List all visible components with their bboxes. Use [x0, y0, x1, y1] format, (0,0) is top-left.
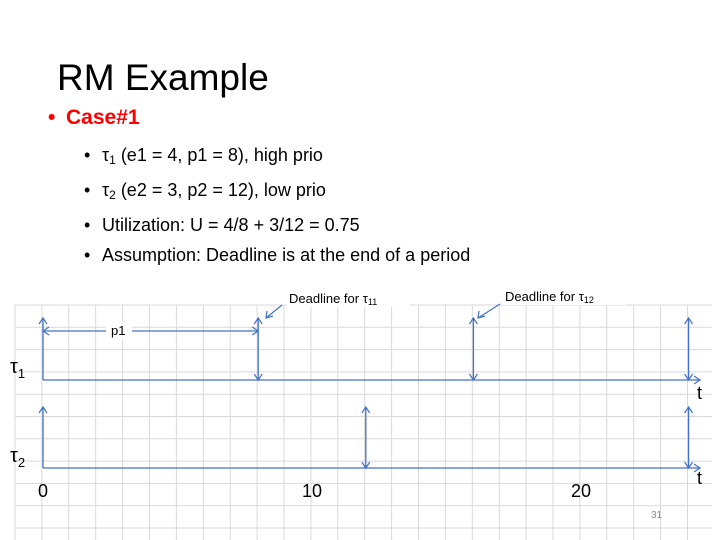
release-arrow-up-icon [38, 405, 48, 414]
release-arrow-up-icon [684, 405, 694, 414]
page-number: 31 [651, 510, 663, 521]
bullet-list: • τ1 (e1 = 4, p1 = 8), high prio • τ2 (e2 … [84, 140, 470, 270]
deadline-arrow-down-icon [361, 461, 371, 470]
deadline-arrow-down-icon [684, 373, 694, 382]
deadline-callout-arrow-icon [477, 310, 486, 319]
deadline-arrow-down-icon [253, 373, 263, 382]
release-arrow-up-icon [361, 405, 371, 414]
deadline-callout-line [265, 304, 283, 319]
tick-label: 0 [38, 481, 48, 501]
task-label: τ2 [10, 445, 25, 470]
bullet-item: • Utilization: U = 4/8 + 3/12 = 0.75 [84, 215, 360, 235]
deadline-label-bg [286, 289, 410, 307]
slide-title: RM Example [57, 57, 269, 98]
bullet-dot: • [48, 106, 56, 129]
deadline-arrow-down-icon [468, 373, 478, 382]
deadline-label: Deadline for τ12 [505, 289, 594, 305]
deadline-label: Deadline for τ11 [289, 291, 377, 307]
tick-label: 10 [302, 481, 322, 501]
t-axis-label: t [697, 383, 702, 403]
deadline-callout-arrow-icon [265, 310, 274, 319]
time-axis-arrow-icon [693, 463, 702, 473]
release-arrow-up-icon [38, 316, 48, 325]
release-arrow-up-icon [253, 316, 263, 325]
bullet-item: • τ2 (e2 = 3, p2 = 12), low prio [84, 180, 326, 202]
case-bullet: • Case#1 [48, 104, 140, 132]
period-arrow-right-icon [251, 326, 260, 336]
release-arrow-up-icon [684, 316, 694, 325]
bullet-item: • τ1 (e1 = 4, p1 = 8), high prio [84, 145, 323, 167]
bullet-item: • Assumption: Deadline is at the end of a… [84, 245, 471, 265]
deadline-arrow-down-icon [684, 461, 694, 470]
case-label: Case#1 [66, 106, 140, 129]
deadline-label-bg [502, 287, 626, 305]
period-arrow-left-icon [41, 326, 50, 336]
task-label: τ1 [10, 356, 25, 381]
tick-label: 20 [571, 481, 591, 501]
period-label: p1 [111, 323, 125, 338]
time-axis-arrow-icon [693, 375, 702, 385]
t-axis-label: t [697, 468, 702, 488]
release-arrow-up-icon [468, 316, 478, 325]
period-label-bg [106, 322, 132, 339]
deadline-callout-line [477, 303, 501, 319]
